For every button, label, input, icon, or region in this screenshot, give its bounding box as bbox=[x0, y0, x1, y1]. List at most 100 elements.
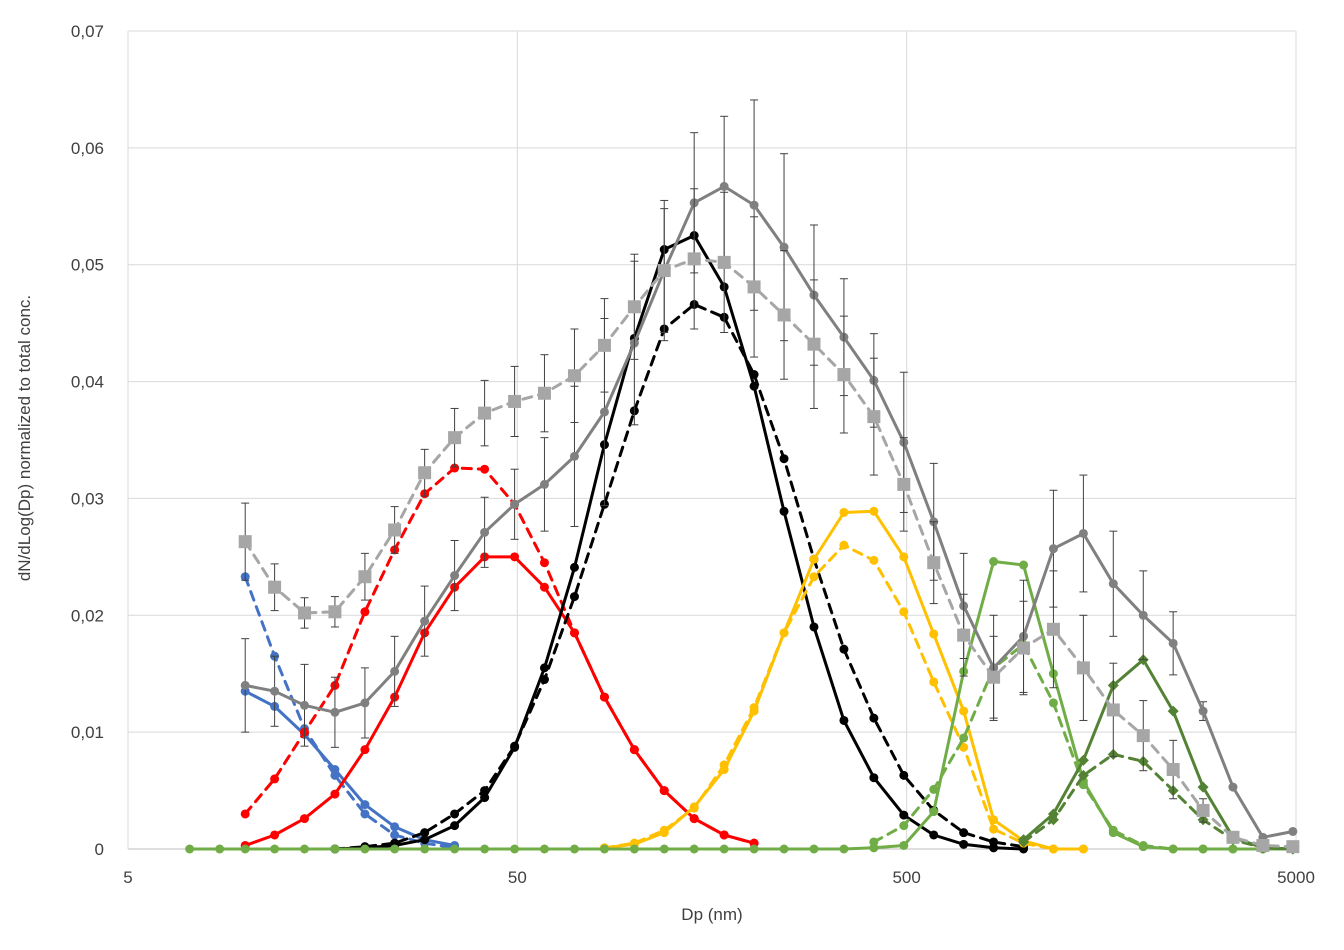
series-line bbox=[602, 509, 1085, 851]
data-point bbox=[240, 680, 250, 690]
series-4 bbox=[330, 231, 1029, 854]
series-7 bbox=[599, 540, 1088, 854]
data-point bbox=[1078, 528, 1088, 538]
data-point bbox=[1047, 814, 1059, 826]
data-point bbox=[989, 557, 999, 567]
y-tick-label: 0,04 bbox=[71, 373, 104, 392]
data-point bbox=[599, 407, 609, 417]
data-point bbox=[899, 821, 909, 831]
y-tick-label: 0 bbox=[95, 840, 104, 859]
series-line bbox=[1022, 752, 1295, 851]
data-point bbox=[1138, 610, 1148, 620]
data-point bbox=[1228, 782, 1238, 792]
data-point bbox=[1226, 830, 1240, 844]
data-point bbox=[185, 844, 195, 854]
data-point bbox=[328, 605, 342, 619]
data-point bbox=[599, 844, 609, 854]
data-point bbox=[1048, 544, 1058, 554]
data-point bbox=[537, 386, 551, 400]
data-point bbox=[899, 770, 909, 780]
data-point bbox=[297, 606, 311, 620]
data-point bbox=[869, 773, 879, 783]
series-0 bbox=[240, 686, 460, 850]
data-point bbox=[478, 406, 492, 420]
data-point bbox=[539, 582, 549, 592]
data-point bbox=[899, 810, 909, 820]
data-point bbox=[987, 670, 1001, 684]
data-point bbox=[569, 451, 579, 461]
data-point bbox=[330, 707, 340, 717]
data-point bbox=[1168, 638, 1178, 648]
x-axis-title: Dp (nm) bbox=[681, 905, 742, 924]
data-point bbox=[390, 830, 400, 840]
data-point bbox=[299, 700, 309, 710]
series-3 bbox=[240, 463, 759, 848]
data-point bbox=[719, 760, 729, 770]
data-point bbox=[1048, 844, 1058, 854]
data-point bbox=[867, 410, 881, 424]
data-point bbox=[1256, 838, 1270, 852]
data-point bbox=[510, 552, 520, 562]
data-point bbox=[989, 824, 999, 834]
data-point bbox=[539, 663, 549, 673]
data-point bbox=[539, 479, 549, 489]
data-point bbox=[839, 540, 849, 550]
data-point bbox=[1198, 706, 1208, 716]
data-point bbox=[390, 666, 400, 676]
data-point bbox=[358, 570, 372, 584]
x-tick-label: 5000 bbox=[1277, 868, 1315, 887]
data-point bbox=[480, 786, 490, 796]
data-point bbox=[270, 844, 280, 854]
data-point bbox=[480, 527, 490, 537]
data-point bbox=[927, 556, 941, 570]
data-point bbox=[270, 830, 280, 840]
data-point bbox=[1048, 698, 1058, 708]
data-point bbox=[809, 622, 819, 632]
series-line bbox=[243, 184, 1295, 839]
series-6 bbox=[599, 506, 1088, 854]
data-point bbox=[687, 252, 701, 266]
data-point bbox=[1136, 729, 1150, 743]
series-layer bbox=[185, 99, 1300, 855]
data-point bbox=[510, 741, 520, 751]
data-point bbox=[567, 369, 581, 383]
data-point bbox=[929, 784, 939, 794]
data-point bbox=[749, 370, 759, 380]
data-point bbox=[1019, 560, 1029, 570]
data-point bbox=[360, 607, 370, 617]
data-point bbox=[240, 809, 250, 819]
data-point bbox=[569, 562, 579, 572]
data-point bbox=[569, 628, 579, 638]
data-point bbox=[270, 774, 280, 784]
series-line bbox=[243, 689, 457, 847]
data-point bbox=[839, 844, 849, 854]
series-1 bbox=[240, 572, 460, 853]
data-point bbox=[959, 742, 969, 752]
data-point bbox=[1228, 844, 1238, 854]
data-point bbox=[779, 628, 789, 638]
x-tick-labels: 5 50 500 5000 bbox=[123, 868, 1315, 887]
data-point bbox=[899, 552, 909, 562]
data-point bbox=[989, 837, 999, 847]
data-point bbox=[330, 844, 340, 854]
data-point bbox=[869, 555, 879, 565]
data-point bbox=[839, 507, 849, 517]
data-point bbox=[450, 463, 460, 473]
data-point bbox=[299, 844, 309, 854]
data-point bbox=[268, 580, 282, 594]
data-point bbox=[719, 830, 729, 840]
data-point bbox=[837, 368, 851, 382]
data-point bbox=[1076, 661, 1090, 675]
data-point bbox=[689, 844, 699, 854]
y-axis-title: dN/dLog(Dp) normalized to total conc. bbox=[15, 295, 34, 581]
data-point bbox=[360, 844, 370, 854]
data-point bbox=[929, 830, 939, 840]
data-point bbox=[1288, 826, 1298, 836]
data-point bbox=[215, 844, 225, 854]
y-tick-label: 0,02 bbox=[71, 606, 104, 625]
data-point bbox=[809, 844, 819, 854]
data-point bbox=[480, 464, 490, 474]
data-point bbox=[719, 844, 729, 854]
data-point bbox=[1108, 579, 1118, 589]
